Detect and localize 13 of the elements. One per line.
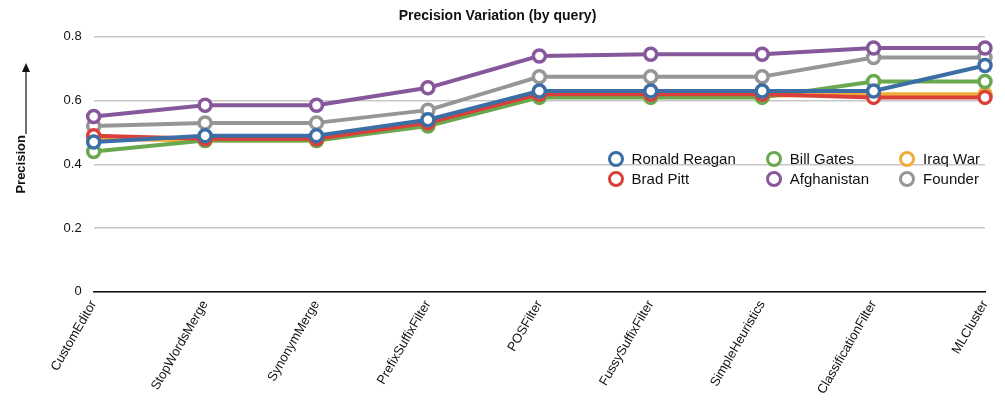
chart-title: Precision Variation (by query) (398, 7, 597, 24)
y-tick-label: 0 (74, 283, 82, 299)
legend-label: Founder (923, 169, 979, 189)
legend-label: Afghanistan (789, 169, 870, 189)
y-axis-title: Precision (13, 135, 29, 194)
y-tick-label: 0.4 (63, 155, 82, 171)
legend-label: Bill Gates (789, 149, 855, 169)
y-tick-label: 0.6 (63, 92, 82, 108)
legend-label: Iraq War (923, 149, 980, 169)
legend-label: Ronald Reagan (631, 149, 736, 169)
y-tick-label: 0.8 (63, 28, 82, 44)
y-tick-label: 0.2 (63, 219, 82, 235)
legend-label: Brad Pitt (631, 169, 690, 189)
